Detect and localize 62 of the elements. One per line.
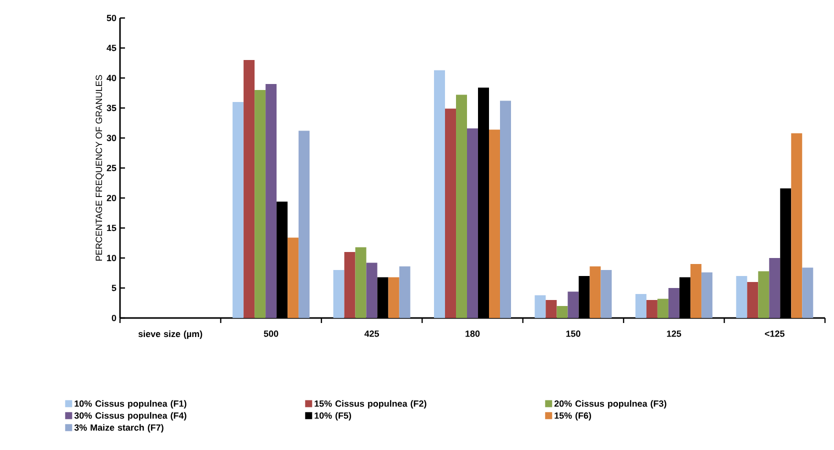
bar [254, 90, 266, 318]
bar [388, 277, 400, 318]
bar [646, 300, 658, 318]
x-tick-label: 180 [466, 330, 480, 337]
bar [288, 238, 299, 318]
x-tick-label: <125 [764, 330, 784, 337]
bar [556, 306, 568, 318]
bar [568, 292, 579, 318]
legend-label: 15% Cissus populnea (F2) [314, 400, 426, 409]
bar [534, 295, 546, 318]
bar [489, 130, 500, 318]
y-tick-label: 35 [106, 104, 116, 112]
bar [456, 94, 468, 318]
bar [791, 133, 802, 318]
bar [769, 258, 780, 318]
bar [467, 128, 478, 318]
bar [244, 60, 255, 318]
legend-label: 10% (F5) [314, 412, 352, 421]
bar [399, 266, 410, 318]
bar [747, 282, 758, 318]
bar [758, 271, 770, 318]
bar [668, 288, 680, 318]
y-tick-label: 40 [106, 74, 116, 82]
y-tick-label: 25 [106, 164, 116, 172]
bar [434, 70, 446, 318]
bar [600, 270, 612, 318]
y-tick-label: 30 [106, 134, 116, 142]
x-tick-label: 125 [667, 330, 682, 337]
bar [546, 300, 557, 318]
bar [355, 247, 366, 318]
bar [266, 84, 277, 318]
y-axis-title: PERCENTAGE FREQUENCY OF GRANULES [96, 75, 104, 261]
y-tick-label: 5 [112, 284, 116, 292]
legend-label: 10% Cissus populnea (F1) [74, 400, 186, 409]
bar [366, 262, 378, 318]
y-tick-label: 10 [107, 254, 116, 262]
bar [701, 272, 712, 318]
bar [690, 264, 702, 318]
y-tick-label: 20 [106, 194, 116, 202]
legend-label: 20% Cissus populnea (F3) [554, 400, 666, 409]
x-tick-label: sieve size (µm) [138, 330, 202, 339]
bar [333, 270, 344, 318]
bar [590, 266, 601, 318]
bar [635, 294, 646, 318]
bar [657, 298, 668, 318]
bar [298, 130, 310, 318]
bar [344, 252, 356, 318]
y-tick-label: 0 [112, 314, 116, 322]
bar [500, 100, 512, 318]
legend-label: 3% Maize starch (F7) [74, 424, 164, 432]
legend-label: 30% Cissus populnea (F4) [74, 412, 186, 421]
bar [445, 108, 456, 318]
bar [736, 276, 748, 318]
x-tick-label: 425 [364, 330, 380, 337]
bar [232, 102, 244, 318]
x-tick-label: 150 [566, 330, 580, 337]
x-tick-label: 500 [264, 330, 278, 337]
y-tick-label: 45 [106, 44, 116, 52]
y-tick-label: 15 [107, 224, 116, 232]
bar [802, 268, 814, 318]
y-tick-label: 50 [106, 14, 116, 22]
legend-label: 15% (F6) [554, 412, 592, 421]
